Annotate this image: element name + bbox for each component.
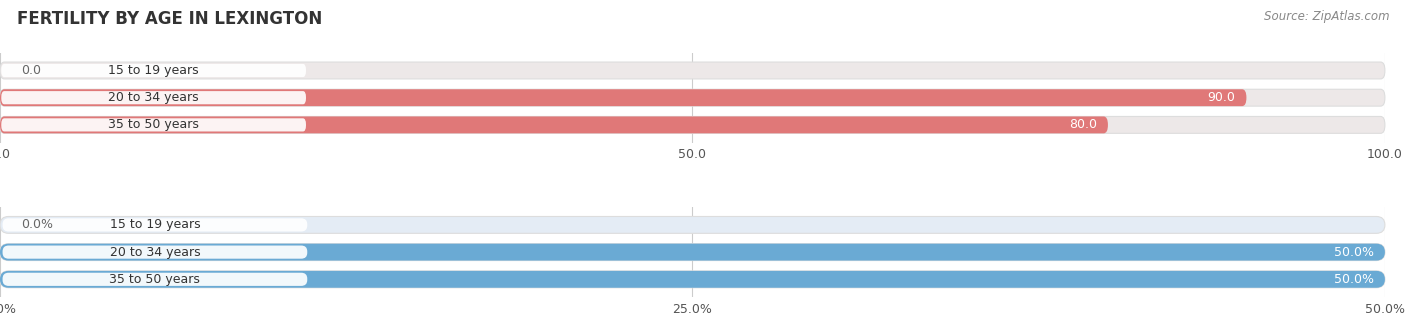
FancyBboxPatch shape — [0, 271, 1385, 288]
FancyBboxPatch shape — [3, 218, 308, 231]
FancyBboxPatch shape — [0, 62, 1385, 79]
Text: 20 to 34 years: 20 to 34 years — [110, 246, 200, 259]
FancyBboxPatch shape — [1, 118, 307, 131]
Text: 35 to 50 years: 35 to 50 years — [108, 118, 200, 131]
Text: 90.0: 90.0 — [1208, 91, 1236, 104]
Text: 15 to 19 years: 15 to 19 years — [110, 218, 200, 231]
FancyBboxPatch shape — [0, 216, 1385, 233]
FancyBboxPatch shape — [1, 91, 307, 104]
Text: 50.0%: 50.0% — [1334, 273, 1374, 286]
Text: 0.0%: 0.0% — [21, 218, 53, 231]
FancyBboxPatch shape — [0, 116, 1108, 133]
Text: 80.0: 80.0 — [1069, 118, 1097, 131]
Text: 0.0: 0.0 — [21, 64, 41, 77]
Text: FERTILITY BY AGE IN LEXINGTON: FERTILITY BY AGE IN LEXINGTON — [17, 10, 322, 28]
Text: 50.0%: 50.0% — [1334, 246, 1374, 259]
FancyBboxPatch shape — [0, 89, 1385, 106]
Text: Source: ZipAtlas.com: Source: ZipAtlas.com — [1264, 10, 1389, 23]
FancyBboxPatch shape — [3, 246, 308, 259]
Text: 15 to 19 years: 15 to 19 years — [108, 64, 198, 77]
FancyBboxPatch shape — [3, 273, 308, 286]
FancyBboxPatch shape — [1, 64, 307, 77]
FancyBboxPatch shape — [0, 116, 1385, 133]
Text: 35 to 50 years: 35 to 50 years — [110, 273, 200, 286]
FancyBboxPatch shape — [0, 271, 1385, 288]
Text: 20 to 34 years: 20 to 34 years — [108, 91, 198, 104]
FancyBboxPatch shape — [0, 89, 1247, 106]
FancyBboxPatch shape — [0, 244, 1385, 261]
FancyBboxPatch shape — [0, 244, 1385, 261]
